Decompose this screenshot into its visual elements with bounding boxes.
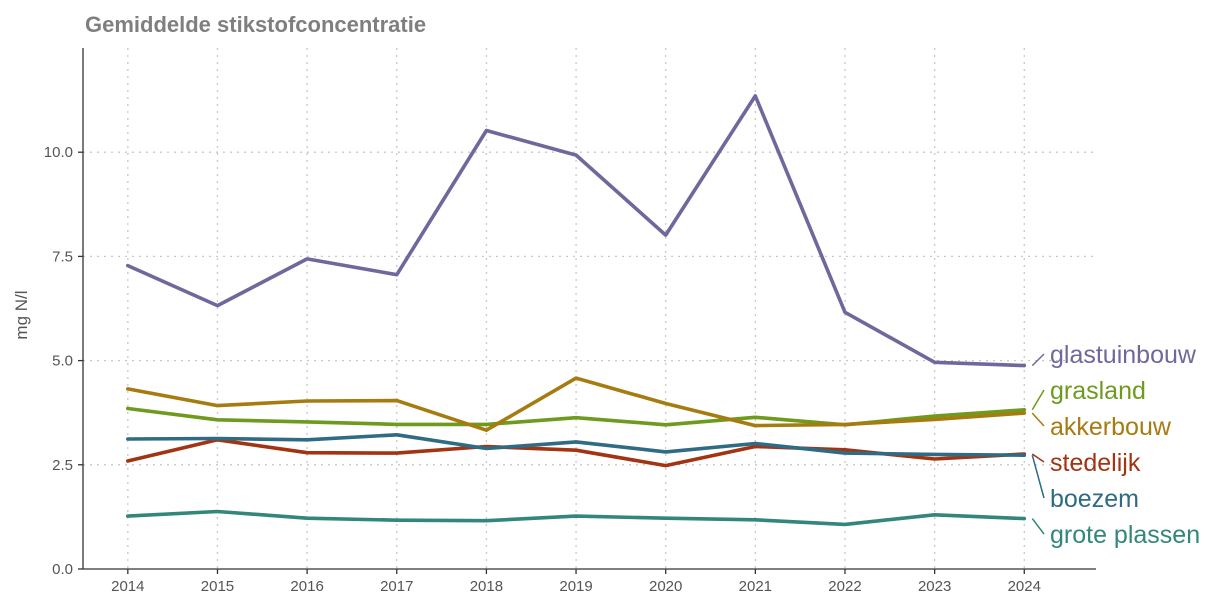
series-line-glastuinbouw [126, 94, 1027, 368]
y-axis-label: mg N/l [12, 290, 31, 339]
y-tick-label: 2.5 [52, 457, 73, 474]
label-connector-grasland [1031, 389, 1045, 411]
x-tick-label: 2023 [918, 578, 951, 595]
y-tick-label: 7.5 [52, 248, 73, 265]
series-label-grote-plassen: grote plassen [1050, 521, 1200, 549]
series-label-boezem: boezem [1050, 485, 1139, 513]
series-label-glastuinbouw: glastuinbouw [1050, 341, 1197, 369]
x-tick-label: 2020 [649, 578, 682, 595]
chart-title: Gemiddelde stikstofconcentratie [85, 12, 426, 37]
grid [83, 48, 1096, 569]
label-connector-grote-plassen [1031, 518, 1045, 535]
x-tick-label: 2015 [201, 578, 234, 595]
x-tick-label: 2014 [111, 578, 144, 595]
x-tick-label: 2016 [290, 578, 323, 595]
y-tick-label: 10.0 [44, 144, 73, 161]
x-tick-label: 2018 [470, 578, 503, 595]
series-label-stedelijk: stedelijk [1050, 449, 1141, 477]
label-connector-boezem [1031, 455, 1045, 499]
label-connector-glastuinbouw [1031, 353, 1045, 367]
label-connector-akkerbouw [1031, 412, 1045, 427]
y-tick-label: 5.0 [52, 353, 73, 370]
x-tick-label: 2022 [828, 578, 861, 595]
series-lines [126, 94, 1027, 527]
x-tick-label: 2021 [739, 578, 772, 595]
axes: 2014 2015 2016 2017 2018 2019 2020 2021 2022 2023… [44, 48, 1096, 595]
x-tick-label: 2017 [380, 578, 413, 595]
series-label-akkerbouw: akkerbouw [1050, 413, 1172, 441]
series-line-akkerbouw [126, 376, 1027, 433]
x-tick-label: 2019 [559, 578, 592, 595]
x-tick-label: 2024 [1008, 578, 1041, 595]
series-labels: glastuinbouw grasland akkerbouw stedelijk bo… [1031, 341, 1200, 549]
series-line-boezem [126, 432, 1027, 458]
series-label-grasland: grasland [1050, 377, 1146, 405]
label-connector-stedelijk [1031, 453, 1045, 463]
y-tick-label: 0.0 [52, 561, 73, 578]
series-line-grote-plassen [126, 509, 1027, 527]
